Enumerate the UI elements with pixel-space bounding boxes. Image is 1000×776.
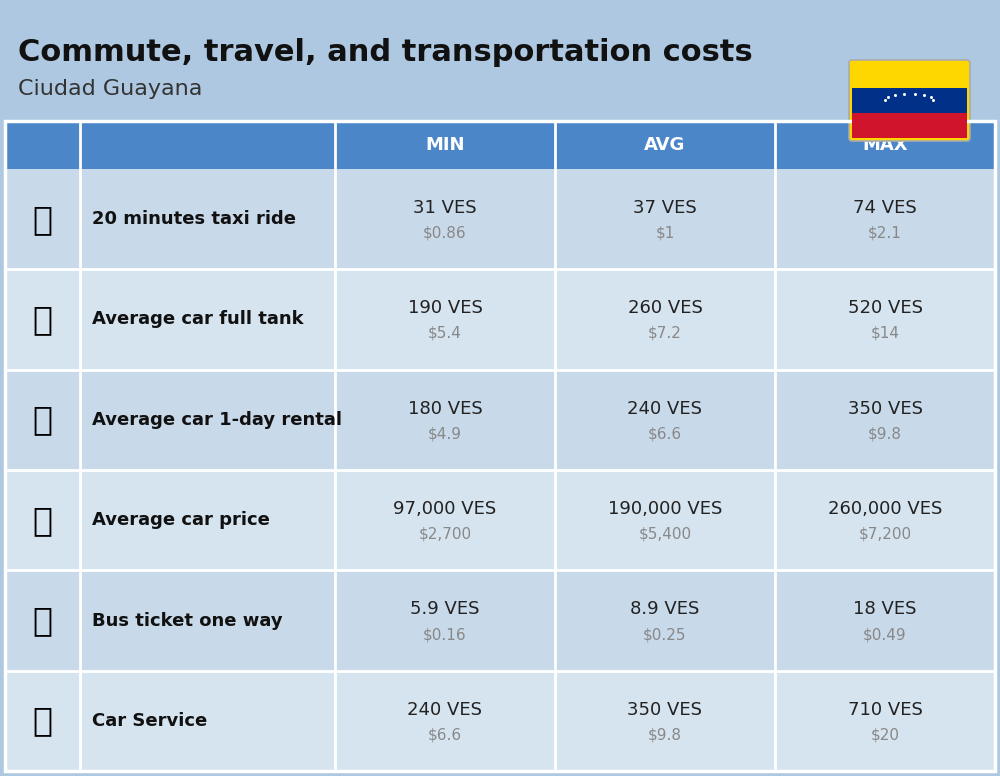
Text: $0.86: $0.86 (423, 226, 467, 241)
Text: $6.6: $6.6 (648, 426, 682, 442)
Text: 🚌: 🚌 (32, 604, 52, 637)
Bar (5, 670, 995, 771)
Text: $9.8: $9.8 (648, 727, 682, 743)
Bar (5, 570, 995, 670)
Text: Average car full tank: Average car full tank (92, 310, 304, 328)
Text: 190,000 VES: 190,000 VES (608, 501, 722, 518)
Text: $0.25: $0.25 (643, 627, 687, 642)
Text: 97,000 VES: 97,000 VES (393, 501, 497, 518)
Text: 240 VES: 240 VES (408, 701, 482, 719)
Text: Average car price: Average car price (92, 511, 270, 529)
Text: Average car 1-day rental: Average car 1-day rental (92, 411, 342, 429)
Bar (5, 169, 995, 269)
Text: 🚙: 🚙 (32, 404, 52, 436)
Text: Car Service: Car Service (92, 712, 207, 730)
Text: $0.49: $0.49 (863, 627, 907, 642)
Text: $2,700: $2,700 (418, 527, 472, 542)
Text: $7,200: $7,200 (858, 527, 912, 542)
Text: $4.9: $4.9 (428, 426, 462, 442)
Text: 🚕: 🚕 (32, 203, 52, 236)
Text: 180 VES: 180 VES (408, 400, 482, 417)
FancyBboxPatch shape (849, 60, 970, 141)
Text: 37 VES: 37 VES (633, 199, 697, 217)
Text: $0.16: $0.16 (423, 627, 467, 642)
Text: 190 VES: 190 VES (408, 300, 482, 317)
Bar (5, 269, 995, 369)
Text: $5,400: $5,400 (638, 527, 692, 542)
Text: $9.8: $9.8 (868, 426, 902, 442)
Text: AVG: AVG (644, 136, 686, 154)
Text: $1: $1 (655, 226, 675, 241)
Text: 240 VES: 240 VES (628, 400, 702, 417)
Text: Bus ticket one way: Bus ticket one way (92, 611, 283, 629)
Text: MAX: MAX (862, 136, 908, 154)
Text: 350 VES: 350 VES (848, 400, 922, 417)
Text: Commute, travel, and transportation costs: Commute, travel, and transportation cost… (18, 38, 753, 67)
Text: MIN: MIN (425, 136, 465, 154)
Text: $7.2: $7.2 (648, 326, 682, 341)
Text: 🛠: 🛠 (32, 705, 52, 737)
Text: 74 VES: 74 VES (853, 199, 917, 217)
Text: 20 minutes taxi ride: 20 minutes taxi ride (92, 210, 296, 228)
Text: $2.1: $2.1 (868, 226, 902, 241)
Bar (5, 470, 995, 570)
Bar (852, 113, 967, 138)
Text: Ciudad Guayana: Ciudad Guayana (18, 79, 202, 99)
Text: 8.9 VES: 8.9 VES (630, 601, 700, 618)
Text: 18 VES: 18 VES (853, 601, 917, 618)
Text: $20: $20 (870, 727, 900, 743)
Text: ⛽: ⛽ (32, 303, 52, 336)
Text: $14: $14 (870, 326, 900, 341)
Bar (5, 121, 995, 771)
Text: 🚗: 🚗 (32, 504, 52, 537)
Bar (5, 121, 995, 169)
Text: 31 VES: 31 VES (413, 199, 477, 217)
Bar (5, 369, 995, 470)
Text: $5.4: $5.4 (428, 326, 462, 341)
Text: 350 VES: 350 VES (628, 701, 702, 719)
Text: 520 VES: 520 VES (848, 300, 922, 317)
Bar (852, 88, 967, 113)
Text: 260,000 VES: 260,000 VES (828, 501, 942, 518)
Text: 260 VES: 260 VES (628, 300, 702, 317)
Text: $6.6: $6.6 (428, 727, 462, 743)
Text: 710 VES: 710 VES (848, 701, 922, 719)
Text: 5.9 VES: 5.9 VES (410, 601, 480, 618)
